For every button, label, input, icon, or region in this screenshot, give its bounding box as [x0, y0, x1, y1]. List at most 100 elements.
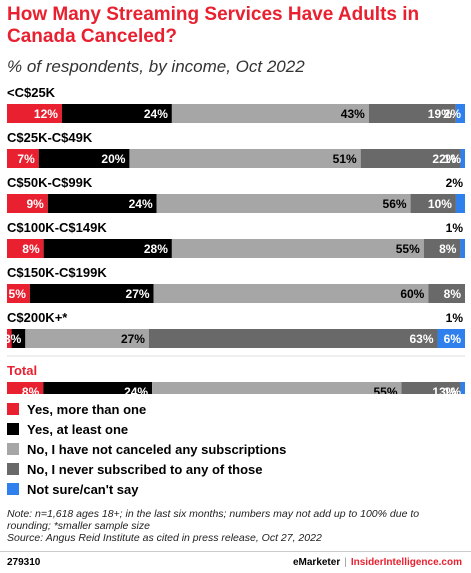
chart-subtitle: % of respondents, by income, Oct 2022: [7, 57, 305, 76]
bar-segment: [460, 149, 465, 168]
bar-value-label: 8%: [22, 242, 40, 256]
legend-label: Yes, more than one: [27, 401, 147, 417]
bar-value-label: 55%: [373, 385, 397, 394]
bar-value-label: 7%: [17, 152, 35, 166]
bar-value-label: 24%: [144, 107, 168, 121]
legend-label: Not sure/can't say: [27, 481, 139, 497]
category-label: C$25K-C$49K: [7, 130, 93, 145]
bar-value-label: 1%: [444, 152, 462, 166]
above-value-label: 2%: [446, 176, 464, 190]
bar-segment: [455, 194, 465, 213]
bar-segment: [460, 239, 465, 258]
bar-value-label: 6%: [444, 332, 462, 346]
bar-segment: [7, 194, 48, 213]
note-text: Note: n=1,618 ages 18+; in the last six …: [7, 508, 420, 532]
bar-value-label: 55%: [396, 242, 420, 256]
bar-segment: [7, 329, 12, 348]
legend-swatch: [7, 403, 19, 415]
above-value-label: 1%: [446, 311, 464, 325]
category-label: <C$25K: [7, 85, 56, 100]
bar-segment: [43, 382, 153, 394]
bar-segment: [7, 382, 44, 394]
bar-segment: [7, 149, 39, 168]
legend-swatch: [7, 423, 19, 435]
bar-segment: [152, 382, 402, 394]
brand-emarketer: eMarketer: [292, 557, 341, 568]
bar-value-label: 22%: [432, 152, 456, 166]
bar-value-label: 56%: [383, 197, 407, 211]
above-value-label: 1%: [446, 221, 464, 235]
bar-segment: [428, 284, 465, 303]
bar-value-label: 20%: [101, 152, 125, 166]
bar-segment: [47, 194, 157, 213]
legend-label: No, I never subscribed to any of those: [27, 461, 263, 477]
bar-value-label: 5%: [9, 287, 27, 301]
bar-segment: [410, 194, 456, 213]
chart-id: 279310: [7, 557, 41, 568]
bar-segment: [423, 239, 461, 258]
legend-swatch: [7, 483, 19, 495]
bar-segment: [7, 284, 30, 303]
legend-swatch: [7, 443, 19, 455]
legend-item: No, I have not canceled any subscription…: [7, 439, 286, 459]
bar-segment: [460, 382, 465, 394]
legend-label: Yes, at least one: [27, 421, 129, 437]
legend-swatch: [7, 463, 19, 475]
bar-segment: [25, 329, 149, 348]
footer-divider: [0, 551, 471, 552]
category-label: Total: [7, 363, 37, 378]
footer-brand: eMarketer | InsiderIntelligence.com: [293, 557, 462, 568]
bar-value-label: 3%: [4, 332, 22, 346]
bar-value-label: 12%: [34, 107, 58, 121]
bar-segment: [368, 104, 456, 123]
chart-note: Note: n=1,618 ages 18+; in the last six …: [7, 508, 465, 544]
chart-title: How Many Streaming Services Have Adults …: [7, 4, 420, 47]
category-label: C$100K-C$149K: [7, 220, 107, 235]
bar-value-label: 8%: [439, 242, 457, 256]
bar-segment: [43, 239, 172, 258]
bar-value-label: 9%: [26, 197, 44, 211]
category-label: C$150K-C$199K: [7, 265, 107, 280]
bar-value-label: 8%: [22, 385, 40, 394]
bar-segment: [61, 104, 172, 123]
bar-segment: [7, 239, 44, 258]
bar-value-label: 10%: [428, 197, 452, 211]
bar-value-label: 27%: [121, 332, 145, 346]
source-text: Source: Angus Reid Institute as cited in…: [7, 532, 322, 544]
bar-value-label: 27%: [126, 287, 150, 301]
bar-segment: [360, 149, 461, 168]
bar-segment: [11, 329, 26, 348]
legend-label: No, I have not canceled any subscription…: [27, 441, 287, 457]
legend-item: Not sure/can't say: [7, 479, 286, 499]
bar-segment: [455, 104, 465, 123]
bar-value-label: 13%: [432, 385, 456, 394]
bar-value-label: 19%: [428, 107, 452, 121]
legend-item: No, I never subscribed to any of those: [7, 459, 286, 479]
legend: Yes, more than one Yes, at least one No,…: [7, 399, 286, 499]
bar-value-label: 24%: [124, 385, 148, 394]
bar-value-label: 2%: [444, 107, 462, 121]
bar-value-label: 51%: [333, 152, 357, 166]
brand-separator: |: [344, 557, 347, 568]
category-label: C$50K-C$99K: [7, 175, 93, 190]
bar-value-label: 43%: [341, 107, 365, 121]
bar-segment: [129, 149, 361, 168]
bar-value-label: 24%: [129, 197, 153, 211]
bar-segment: [437, 329, 465, 348]
bar-value-label: 63%: [409, 332, 433, 346]
legend-item: Yes, more than one: [7, 399, 286, 419]
brand-insider-intelligence: InsiderIntelligence.com: [350, 557, 462, 568]
bar-segment: [29, 284, 154, 303]
category-label: C$200K+*: [7, 310, 68, 325]
bar-segment: [171, 104, 369, 123]
bar-segment: [156, 194, 411, 213]
bar-segment: [171, 239, 424, 258]
bar-segment: [401, 382, 461, 394]
bar-value-label: 28%: [144, 242, 168, 256]
bar-segment: [38, 149, 130, 168]
bar-value-label: 60%: [400, 287, 424, 301]
bar-segment: [7, 104, 62, 123]
bar-segment: [153, 284, 429, 303]
bar-value-label: 8%: [444, 287, 462, 301]
